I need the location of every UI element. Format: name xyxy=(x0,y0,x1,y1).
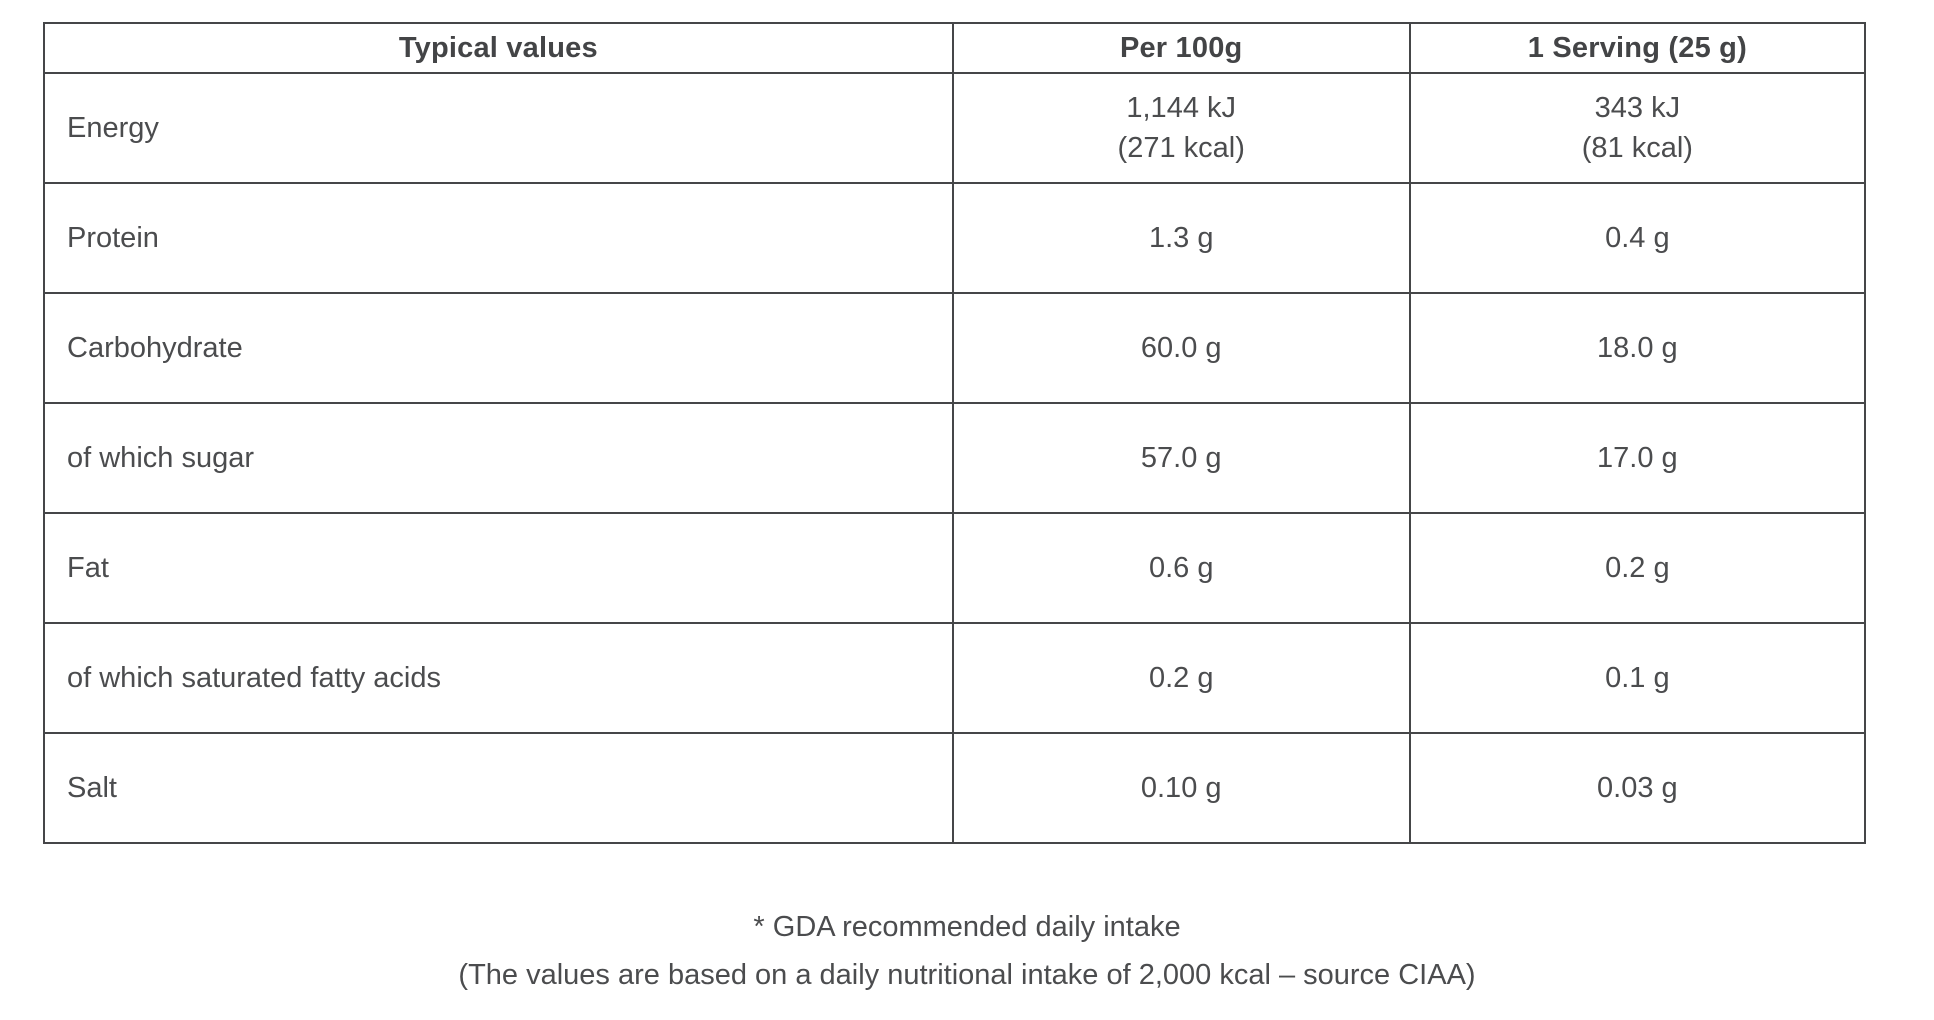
salt-per-serving: 0.03 g xyxy=(1408,732,1867,844)
energy-per-serving: 343 kJ (81 kcal) xyxy=(1408,72,1867,184)
column-header-serving: 1 Serving (25 g) xyxy=(1408,22,1867,74)
protein-per-serving: 0.4 g xyxy=(1408,182,1867,294)
fat-per-serving: 0.2 g xyxy=(1408,512,1867,624)
column-header-per-100g: Per 100g xyxy=(951,22,1411,74)
salt-per-100g: 0.10 g xyxy=(951,732,1411,844)
table-row-saturated-fatty-acids: of which saturated fatty acids 0.2 g 0.1… xyxy=(43,622,1867,734)
nutrition-table: Typical values Per 100g 1 Serving (25 g)… xyxy=(43,22,1867,844)
row-label-carbohydrate: Carbohydrate xyxy=(43,292,954,404)
footnote-gda-line: * GDA recommended daily intake xyxy=(753,911,1181,943)
energy-per-100g-kcal: (271 kcal) xyxy=(1117,132,1245,164)
footnote-source-line: (The values are based on a daily nutriti… xyxy=(458,959,1476,991)
sugar-per-100g: 57.0 g xyxy=(951,402,1411,514)
carbohydrate-per-serving: 18.0 g xyxy=(1408,292,1867,404)
table-row-fat: Fat 0.6 g 0.2 g xyxy=(43,512,1867,624)
row-label-energy: Energy xyxy=(43,72,954,184)
table-header-row: Typical values Per 100g 1 Serving (25 g) xyxy=(43,22,1867,74)
footnote: * GDA recommended daily intake (The valu… xyxy=(0,903,1934,999)
energy-per-100g-kj: 1,144 kJ xyxy=(1126,92,1237,124)
saturated-per-100g: 0.2 g xyxy=(951,622,1411,734)
table-row-carbohydrate: Carbohydrate 60.0 g 18.0 g xyxy=(43,292,1867,404)
protein-per-100g: 1.3 g xyxy=(951,182,1411,294)
table-row-energy: Energy 1,144 kJ (271 kcal) 343 kJ (81 kc… xyxy=(43,72,1867,184)
row-label-saturated-fatty-acids: of which saturated fatty acids xyxy=(43,622,954,734)
row-label-fat: Fat xyxy=(43,512,954,624)
energy-per-serving-kj: 343 kJ xyxy=(1594,92,1681,124)
row-label-sugar: of which sugar xyxy=(43,402,954,514)
table-row-salt: Salt 0.10 g 0.03 g xyxy=(43,732,1867,844)
energy-per-serving-kcal: (81 kcal) xyxy=(1581,132,1693,164)
carbohydrate-per-100g: 60.0 g xyxy=(951,292,1411,404)
row-label-protein: Protein xyxy=(43,182,954,294)
table-row-sugar: of which sugar 57.0 g 17.0 g xyxy=(43,402,1867,514)
column-header-typical-values: Typical values xyxy=(43,22,954,74)
saturated-per-serving: 0.1 g xyxy=(1408,622,1867,734)
energy-per-100g: 1,144 kJ (271 kcal) xyxy=(951,72,1411,184)
row-label-salt: Salt xyxy=(43,732,954,844)
sugar-per-serving: 17.0 g xyxy=(1408,402,1867,514)
table-row-protein: Protein 1.3 g 0.4 g xyxy=(43,182,1867,294)
fat-per-100g: 0.6 g xyxy=(951,512,1411,624)
